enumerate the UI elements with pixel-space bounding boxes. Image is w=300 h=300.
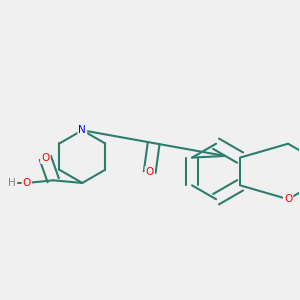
Text: H: H: [8, 178, 16, 188]
Text: O: O: [284, 194, 292, 204]
Text: O: O: [23, 178, 31, 188]
Text: O: O: [41, 153, 50, 163]
Text: N: N: [78, 125, 86, 135]
Text: O: O: [146, 167, 154, 177]
